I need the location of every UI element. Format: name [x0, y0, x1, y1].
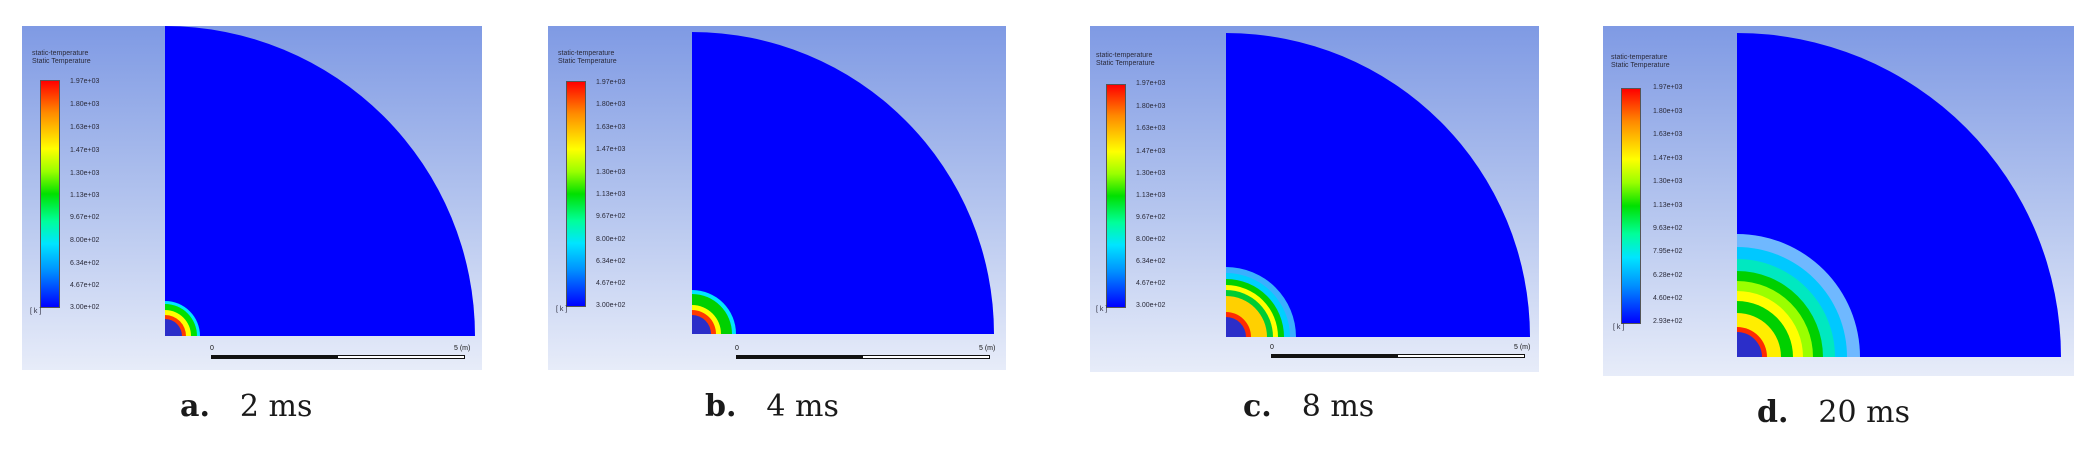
caption-d: d. 20 ms [1757, 395, 1910, 430]
legend-title-line1: static-temperature [558, 50, 615, 57]
caption-time: 2 ms [239, 389, 313, 424]
tick-label: 1.13e+03 [596, 191, 626, 198]
tick-label: 1.30e+03 [1653, 178, 1683, 185]
tick-label: 7.95e+02 [1653, 248, 1683, 255]
tick-label: 8.00e+02 [596, 236, 626, 243]
colorbar [1621, 88, 1641, 324]
panel-a: static-temperature Static Temperature 1.… [22, 26, 482, 370]
tick-label: 1.97e+03 [1653, 84, 1683, 91]
tick-label: 9.63e+02 [1653, 225, 1683, 232]
panel-c: static-temperature Static Temperature 1.… [1090, 26, 1539, 372]
scale-end-label: 5 (m) [979, 345, 996, 352]
tick-label: 3.00e+02 [70, 304, 100, 311]
legend-title-line1: static-temperature [1096, 52, 1153, 59]
caption-time: 20 ms [1818, 395, 1910, 430]
caption-letter: c. [1243, 389, 1272, 424]
caption-b: b. 4 ms [705, 389, 839, 424]
caption-time: 8 ms [1301, 389, 1375, 424]
legend-title: static-temperature Static Temperature [1611, 54, 1670, 70]
unit-label: [ k ] [1613, 324, 1625, 331]
tick-label: 4.60e+02 [1653, 295, 1683, 302]
caption-letter: b. [705, 389, 737, 424]
tick-label: 1.63e+03 [1136, 125, 1166, 132]
colorbar [1106, 84, 1126, 308]
quarter-domain [1226, 33, 1530, 337]
quarter-domain [1737, 33, 2061, 357]
panel-d: static-temperature Static Temperature 1.… [1603, 26, 2074, 376]
unit-label: [ k ] [1096, 306, 1108, 313]
caption-letter: d. [1757, 395, 1789, 430]
scale-bar [211, 355, 465, 359]
tick-label: 1.63e+03 [70, 124, 100, 131]
tick-label: 3.00e+02 [1136, 302, 1166, 309]
legend-title: static-temperature Static Temperature [32, 50, 91, 66]
colorbar [40, 80, 60, 308]
quarter-domain [692, 32, 994, 334]
tick-label: 9.67e+02 [1136, 214, 1166, 221]
tick-label: 1.47e+03 [1653, 155, 1683, 162]
scale-start-label: 0 [210, 345, 214, 352]
tick-label: 1.80e+03 [1653, 108, 1683, 115]
tick-label: 1.30e+03 [596, 169, 626, 176]
quarter-domain [165, 26, 475, 336]
tick-label: 1.30e+03 [1136, 170, 1166, 177]
legend-title: static-temperature Static Temperature [1096, 52, 1155, 68]
scale-end-label: 5 (m) [1514, 344, 1531, 351]
tick-label: 1.80e+03 [1136, 103, 1166, 110]
caption-time: 4 ms [766, 389, 839, 424]
tick-label: 3.00e+02 [596, 302, 626, 309]
legend-title-line1: static-temperature [1611, 54, 1668, 61]
legend-title-line2: Static Temperature [1611, 62, 1670, 69]
tick-label: 1.30e+03 [70, 170, 100, 177]
tick-label: 6.34e+02 [1136, 258, 1166, 265]
tick-label: 6.28e+02 [1653, 272, 1683, 279]
tick-label: 6.34e+02 [70, 260, 100, 267]
tick-label: 1.13e+03 [1136, 192, 1166, 199]
caption-c: c. 8 ms [1243, 389, 1374, 424]
legend-title-line2: Static Temperature [32, 58, 91, 65]
tick-label: 9.67e+02 [70, 214, 100, 221]
scale-start-label: 0 [1270, 344, 1274, 351]
scale-bar [736, 355, 990, 359]
unit-label: [ k ] [30, 308, 42, 315]
tick-label: 1.97e+03 [70, 78, 100, 85]
scale-bar [1271, 354, 1525, 358]
tick-label: 1.63e+03 [596, 124, 626, 131]
caption-a: a. 2 ms [180, 389, 312, 424]
tick-label: 1.97e+03 [1136, 80, 1166, 87]
tick-label: 1.47e+03 [596, 146, 626, 153]
legend-title-line1: static-temperature [32, 50, 89, 57]
tick-label: 1.13e+03 [70, 192, 100, 199]
tick-label: 1.47e+03 [70, 147, 100, 154]
unit-label: [ k ] [556, 306, 568, 313]
tick-label: 9.67e+02 [596, 213, 626, 220]
tick-label: 1.13e+03 [1653, 202, 1683, 209]
tick-label: 8.00e+02 [70, 237, 100, 244]
tick-label: 2.93e+02 [1653, 318, 1683, 325]
tick-label: 1.97e+03 [596, 79, 626, 86]
tick-label: 4.67e+02 [596, 280, 626, 287]
tick-label: 8.00e+02 [1136, 236, 1166, 243]
tick-label: 6.34e+02 [596, 258, 626, 265]
tick-label: 1.47e+03 [1136, 148, 1166, 155]
tick-label: 4.67e+02 [70, 282, 100, 289]
panel-b: static-temperature Static Temperature 1.… [548, 26, 1006, 370]
scale-end-label: 5 (m) [454, 345, 471, 352]
legend-title: static-temperature Static Temperature [558, 50, 617, 66]
legend-title-line2: Static Temperature [558, 58, 617, 65]
scale-start-label: 0 [735, 345, 739, 352]
tick-label: 1.80e+03 [70, 101, 100, 108]
colorbar [566, 81, 586, 307]
tick-label: 4.67e+02 [1136, 280, 1166, 287]
tick-label: 1.80e+03 [596, 101, 626, 108]
legend-title-line2: Static Temperature [1096, 60, 1155, 67]
tick-label: 1.63e+03 [1653, 131, 1683, 138]
caption-letter: a. [180, 389, 210, 424]
